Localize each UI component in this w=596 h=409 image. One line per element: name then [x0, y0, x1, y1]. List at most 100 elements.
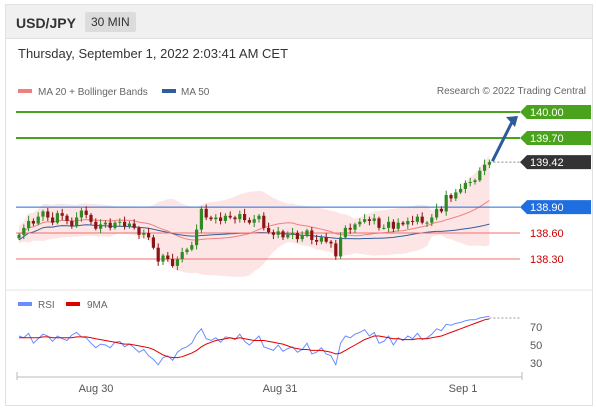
candle-body [22, 227, 26, 235]
legend-label-9ma: 9MA [87, 300, 108, 311]
candle-body [228, 215, 232, 218]
level-label-140.00: 140.00 [530, 107, 564, 119]
candle-body [214, 217, 218, 220]
candle-body [363, 219, 367, 222]
legend-label-rsi: RSI [38, 300, 55, 311]
candle-body [132, 223, 136, 228]
level-label-139.42: 139.42 [530, 157, 564, 169]
candle-body [406, 220, 410, 225]
candle-body [295, 233, 299, 240]
candle-body [84, 210, 88, 215]
candle-body [161, 255, 165, 262]
candle-body [55, 213, 59, 223]
candle-body [94, 221, 98, 229]
candle-body [185, 249, 189, 253]
candle-body [190, 245, 194, 250]
level-label-139.70: 139.70 [530, 133, 564, 145]
candle-body [324, 237, 328, 242]
candle-body [377, 218, 381, 228]
candle-body [305, 230, 309, 236]
candle-body [478, 170, 482, 181]
ma9-line [19, 318, 490, 359]
ma20-line [18, 199, 490, 241]
candle-body [247, 220, 251, 223]
candle-body [353, 224, 357, 230]
candle-body [175, 259, 179, 266]
candle-body [209, 217, 213, 220]
level-label-138.30: 138.30 [530, 254, 564, 266]
candle-body [439, 208, 443, 212]
legend-swatch-ma50 [162, 89, 176, 93]
candle-body [166, 255, 170, 259]
candle-body [473, 180, 477, 183]
candle-body [334, 243, 338, 257]
chart-header: USD/JPY 30 MIN [6, 5, 592, 39]
candle-body [103, 222, 107, 225]
candle-body [459, 188, 463, 193]
candle-body [387, 221, 391, 228]
candle-body [319, 237, 323, 242]
candle-body [70, 220, 74, 227]
candle-body [147, 233, 151, 238]
legend-label-ma50: MA 50 [181, 87, 210, 98]
candle-body [36, 216, 40, 224]
candle-body [118, 221, 122, 223]
candle-body [108, 222, 112, 228]
candle-body [17, 234, 21, 239]
candle-body [315, 239, 319, 242]
candle-body [425, 222, 429, 224]
candle-body [391, 221, 395, 229]
candle-body [99, 224, 103, 229]
candle-body [233, 217, 237, 220]
level-label-138.90: 138.90 [530, 202, 564, 214]
rsi-tick-50: 50 [530, 340, 542, 352]
candle-body [487, 162, 491, 165]
candle-body [281, 231, 285, 238]
level-label-138.60: 138.60 [530, 228, 564, 240]
candle-body [151, 237, 155, 248]
candle-body [267, 227, 271, 233]
candle-body [454, 192, 458, 199]
candle-body [396, 222, 400, 229]
candle-body [127, 223, 131, 227]
candle-body [435, 208, 439, 218]
candle-body [343, 227, 347, 238]
x-tick-label: Aug 30 [79, 383, 114, 395]
candle-body [411, 220, 415, 222]
candle-body [348, 227, 352, 230]
candle-body [89, 214, 93, 222]
candle-body [51, 217, 55, 223]
candle-body [286, 234, 290, 238]
candle-body [339, 237, 343, 257]
candle-body [204, 208, 208, 218]
candle-body [243, 214, 247, 221]
candle-body [27, 220, 31, 228]
candle-body [483, 164, 487, 171]
candle-body [195, 229, 199, 246]
candle-body [199, 208, 203, 230]
candle-body [257, 215, 261, 220]
candle-body [180, 252, 184, 259]
candle-body [142, 233, 146, 235]
candle-body [444, 195, 448, 212]
candle-body [238, 214, 242, 220]
rsi-tick-30: 30 [530, 358, 542, 370]
candle-body [430, 217, 434, 223]
candle-body [310, 230, 314, 240]
candle-body [449, 195, 453, 199]
timeframe-badge[interactable]: 30 MIN [85, 12, 136, 32]
legend-swatch-ma20 [18, 89, 32, 93]
candle-body [382, 227, 386, 229]
candle-body [219, 217, 223, 221]
candle-body [420, 216, 424, 223]
candle-body [262, 215, 266, 228]
candle-body [367, 219, 371, 221]
candle-body [329, 241, 333, 244]
candle-body [113, 222, 117, 228]
candle-body [372, 218, 376, 221]
candle-body [60, 213, 64, 216]
x-tick-label: Sep 1 [449, 383, 478, 395]
candle-body [276, 231, 280, 235]
candle-body [31, 220, 35, 224]
